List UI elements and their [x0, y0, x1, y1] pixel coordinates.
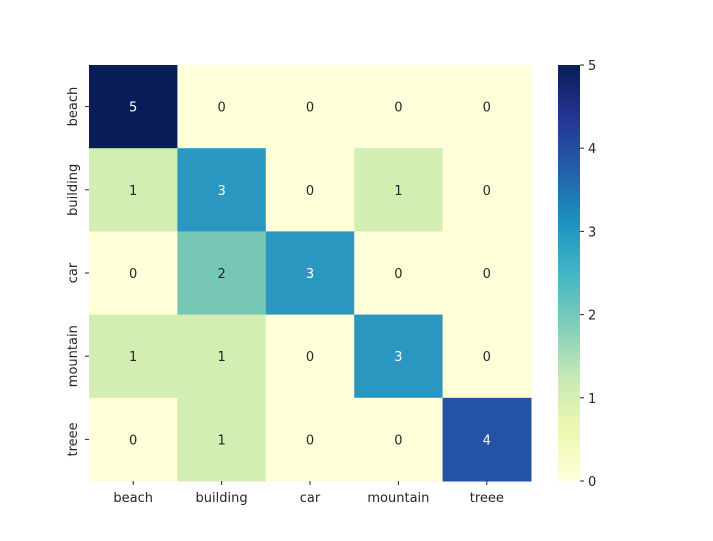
heatmap-cell — [177, 314, 267, 399]
cell-value-label: 0 — [306, 184, 314, 199]
colorbar-ticks: 0 1 2 3 4 5 — [580, 59, 596, 490]
cell-value-label: 0 — [129, 267, 137, 282]
heatmap-cells — [89, 65, 532, 482]
cell-value-label: 2 — [217, 267, 225, 282]
colorbar — [558, 65, 580, 481]
heatmap-cell — [265, 65, 355, 149]
colorbar-tick-label: 5 — [588, 59, 596, 74]
cell-value-label: 1 — [394, 184, 402, 199]
heatmap-cell — [442, 314, 532, 399]
x-axis: beach building car mountain treee — [113, 481, 504, 506]
heatmap-cell — [442, 397, 532, 482]
cell-value-label: 1 — [217, 350, 225, 365]
cell-value-label: 0 — [306, 350, 314, 365]
cell-value-label: 3 — [394, 350, 402, 365]
colorbar-tick-label: 3 — [588, 225, 596, 240]
cell-value-label: 0 — [483, 350, 491, 365]
cell-value-label: 0 — [306, 101, 314, 116]
y-tick-label: treee — [66, 422, 81, 456]
heatmap-cell — [354, 397, 444, 482]
heatmap-cell — [354, 314, 444, 399]
x-tick-label: mountain — [367, 491, 429, 506]
cell-value-label: 1 — [129, 350, 137, 365]
colorbar-tick-label: 1 — [588, 392, 596, 407]
heatmap-cell-labels: 5 0 0 0 0 1 3 0 1 0 0 2 3 0 0 1 1 0 3 0 0 1 0 0 4 — [129, 101, 491, 449]
y-tick-label: beach — [66, 87, 81, 127]
heatmap-cell — [89, 397, 178, 482]
cell-value-label: 3 — [217, 184, 225, 199]
cell-value-label: 0 — [394, 101, 402, 116]
colorbar-tick-label: 0 — [588, 475, 596, 490]
heatmap-cell — [89, 231, 178, 316]
heatmap-cell — [354, 231, 444, 316]
y-tick-label: building — [66, 164, 81, 216]
heatmap-cell — [442, 65, 532, 149]
cell-value-label: 0 — [394, 433, 402, 448]
y-tick-label: car — [66, 262, 81, 283]
heatmap-cell — [354, 65, 444, 149]
cell-value-label: 0 — [394, 267, 402, 282]
x-tick-label: beach — [113, 491, 153, 506]
cell-value-label: 0 — [217, 101, 225, 116]
colorbar-gradient — [558, 65, 580, 481]
heatmap-cell — [265, 314, 355, 399]
cell-value-label: 0 — [483, 184, 491, 199]
cell-value-label: 0 — [483, 101, 491, 116]
heatmap-cell — [265, 148, 355, 232]
heatmap-cell — [89, 65, 178, 149]
heatmap-cell — [89, 148, 178, 232]
x-tick-label: treee — [470, 491, 504, 506]
heatmap-cell — [265, 231, 355, 316]
heatmap-cell — [442, 148, 532, 232]
heatmap-cell — [177, 65, 267, 149]
cell-value-label: 3 — [306, 267, 314, 282]
x-tick-label: building — [196, 491, 248, 506]
heatmap-cell — [354, 148, 444, 232]
heatmap-cell — [89, 314, 178, 399]
heatmap-cell — [177, 397, 267, 482]
heatmap-cell — [177, 148, 267, 232]
cell-value-label: 1 — [217, 433, 225, 448]
cell-value-label: 0 — [483, 267, 491, 282]
cell-value-label: 0 — [129, 433, 137, 448]
cell-value-label: 1 — [129, 184, 137, 199]
colorbar-tick-label: 4 — [588, 142, 596, 157]
y-tick-label: mountain — [66, 325, 81, 387]
heatmap-cell — [265, 397, 355, 482]
x-tick-label: car — [300, 491, 321, 506]
cell-value-label: 5 — [129, 101, 137, 116]
heatmap-cell — [442, 231, 532, 316]
heatmap-cell — [177, 231, 267, 316]
colorbar-tick-label: 2 — [588, 309, 596, 324]
y-axis: beach building car mountain treee — [66, 87, 89, 456]
cell-value-label: 0 — [306, 433, 314, 448]
cell-value-label: 4 — [483, 433, 491, 448]
